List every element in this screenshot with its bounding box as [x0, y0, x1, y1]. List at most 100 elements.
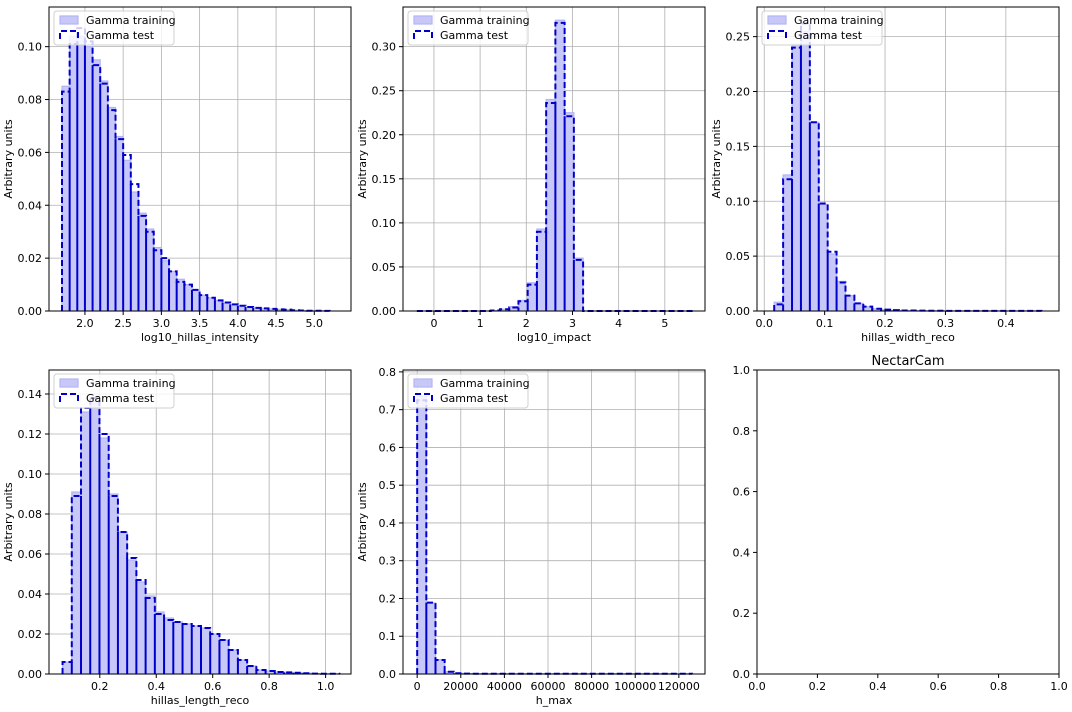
y-tick-label: 0.04	[18, 588, 43, 601]
legend-swatch-training	[59, 378, 79, 388]
y-tick-label: 0.30	[372, 41, 397, 54]
training-bar	[827, 253, 838, 312]
x-tick-label: 0.0	[748, 680, 766, 693]
y-tick-label: 0.4	[379, 517, 397, 530]
test-histogram-line	[60, 27, 331, 312]
x-tick-label: 4	[615, 317, 622, 330]
y-tick-label: 0.1	[379, 630, 397, 643]
training-bar	[183, 283, 193, 312]
training-bar	[564, 112, 575, 312]
legend: Gamma training Gamma test	[407, 373, 530, 409]
y-tick-label: 0.15	[726, 140, 751, 153]
training-bar	[145, 595, 156, 675]
y-tick-label: 0.06	[18, 146, 43, 159]
training-bar	[791, 43, 802, 312]
training-bar	[145, 228, 155, 312]
x-axis-label: h_max	[536, 694, 573, 707]
axes-frame	[756, 6, 1060, 312]
subplot-title: NectarCam	[872, 354, 945, 369]
y-tick-label: 0.3	[379, 555, 397, 568]
x-tick-label: 0.0	[755, 317, 773, 330]
training-bar	[221, 302, 231, 312]
x-tick-label: 0.4	[148, 680, 166, 693]
axes-frame	[756, 369, 1060, 675]
x-tick-label: 0	[430, 317, 437, 330]
legend-label-test: Gamma test	[440, 29, 509, 42]
x-tick-label: 5.0	[306, 317, 324, 330]
training-bar	[573, 257, 584, 312]
legend-label-test: Gamma test	[86, 29, 155, 42]
training-bar	[160, 260, 170, 312]
training-bar	[527, 282, 538, 312]
legend-swatch-training	[59, 15, 79, 25]
x-tick-label: 4.0	[229, 317, 247, 330]
training-bar	[114, 135, 124, 312]
legend-label-training: Gamma training	[794, 14, 884, 27]
x-tick-label: 100000	[614, 680, 656, 693]
x-tick-label: 80000	[574, 680, 609, 693]
training-bar	[69, 35, 78, 312]
training-bar	[137, 212, 147, 312]
legend-label-test: Gamma test	[86, 392, 155, 405]
y-tick-label: 0.00	[18, 305, 43, 318]
y-tick-label: 0.06	[18, 548, 43, 561]
training-bar	[191, 289, 201, 312]
training-bar	[76, 35, 86, 312]
training-bar	[99, 80, 109, 312]
legend-box	[53, 373, 175, 409]
x-axis-label: log10_hillas_intensity	[141, 331, 260, 344]
axes-frame	[48, 369, 352, 675]
training-bar	[89, 401, 101, 675]
training-bar	[61, 85, 71, 312]
training-bar	[425, 602, 437, 675]
training-bar	[122, 159, 132, 312]
x-tick-label: 0.2	[876, 317, 894, 330]
y-tick-label: 0.12	[18, 428, 43, 441]
y-tick-label: 0.8	[379, 366, 397, 379]
training-bar	[80, 411, 91, 675]
y-tick-label: 0.10	[726, 195, 751, 208]
training-bar	[191, 625, 202, 675]
training-bar	[98, 437, 110, 675]
x-tick-label: 0	[414, 680, 421, 693]
x-tick-label: 3.5	[191, 317, 209, 330]
training-bar	[246, 665, 257, 675]
training-bar	[172, 621, 184, 675]
y-tick-label: 0.00	[18, 668, 43, 681]
subplot-1: 2.0 2.5 3.0 3.5 4.0 4.5 5.0 0.00 0.02 0.04 0.06 0.0…	[2, 6, 352, 344]
training-bar	[126, 559, 137, 675]
training-bar	[176, 278, 185, 312]
y-tick-label: 0.10	[372, 217, 397, 230]
y-tick-label: 0.6	[733, 486, 751, 499]
legend-swatch-test	[767, 30, 787, 39]
training-bar	[214, 299, 224, 312]
y-tick-label: 0.08	[18, 508, 43, 521]
y-axis-label: Arbitrary units	[710, 119, 723, 199]
training-bar	[84, 46, 94, 312]
training-bar	[108, 493, 119, 675]
training-bar	[228, 649, 239, 675]
training-bar	[809, 121, 820, 312]
y-tick-label: 0.05	[372, 261, 397, 274]
y-tick-label: 0.02	[18, 252, 43, 265]
y-tick-label: 0.08	[18, 94, 43, 107]
training-bar	[117, 531, 128, 675]
y-tick-label: 0.5	[379, 479, 397, 492]
y-tick-label: 0.7	[379, 404, 397, 417]
training-bar	[434, 659, 446, 675]
legend-swatch-test	[59, 30, 79, 39]
y-axis-label: Arbitrary units	[356, 482, 369, 562]
training-bar	[135, 581, 147, 675]
x-tick-label: 2.5	[114, 317, 132, 330]
x-tick-label: 0.2	[809, 680, 827, 693]
legend-label-training: Gamma training	[440, 377, 530, 390]
x-tick-label: 0.6	[929, 680, 947, 693]
x-axis-label: hillas_length_reco	[151, 694, 250, 707]
x-tick-label: 0.1	[816, 317, 834, 330]
legend-box	[407, 373, 529, 409]
subplot-2: 0 1 2 3 4 5 0.00 0.05 0.10 0.15 0.20 0.25 0.30 log10_…	[356, 6, 706, 344]
x-tick-label: 120000	[658, 680, 700, 693]
legend-label-training: Gamma training	[86, 377, 176, 390]
axes-frame	[402, 369, 706, 675]
